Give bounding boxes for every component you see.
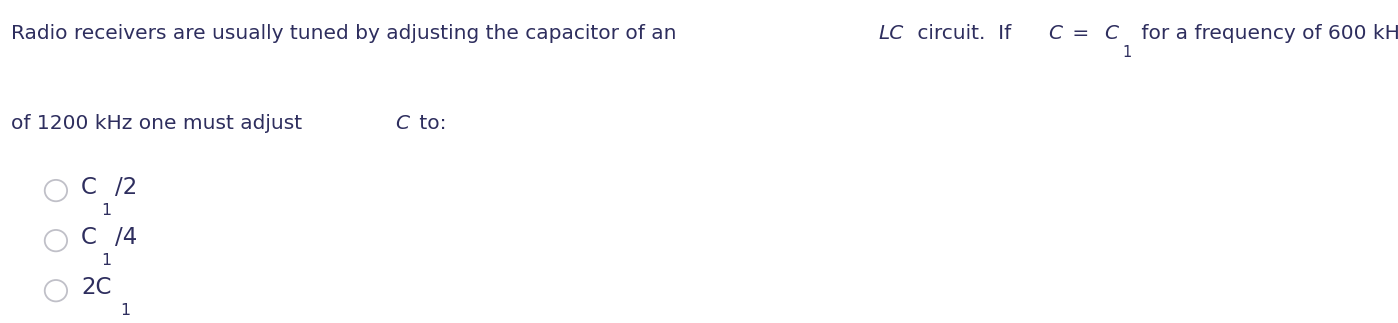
Text: LC: LC	[878, 24, 903, 43]
Text: /2: /2	[115, 176, 137, 199]
Text: Radio receivers are usually tuned by adjusting the capacitor of an: Radio receivers are usually tuned by adj…	[11, 24, 684, 43]
Text: 1: 1	[102, 203, 112, 218]
Text: =: =	[1067, 24, 1096, 43]
Text: of 1200 kHz one must adjust: of 1200 kHz one must adjust	[11, 114, 309, 133]
Text: circuit.  If: circuit. If	[910, 24, 1018, 43]
Text: 1: 1	[1123, 45, 1132, 59]
Text: C: C	[81, 226, 96, 249]
Text: to:: to:	[414, 114, 446, 133]
Text: for a frequency of 600 kHz, then for a frequency: for a frequency of 600 kHz, then for a f…	[1135, 24, 1398, 43]
Text: C: C	[1104, 24, 1118, 43]
Text: 2C: 2C	[81, 276, 112, 299]
Text: /4: /4	[115, 226, 137, 249]
Text: C: C	[1048, 24, 1062, 43]
Text: 1: 1	[120, 303, 130, 318]
Text: 1: 1	[102, 253, 112, 268]
Text: C: C	[396, 114, 410, 133]
Text: C: C	[81, 176, 96, 199]
